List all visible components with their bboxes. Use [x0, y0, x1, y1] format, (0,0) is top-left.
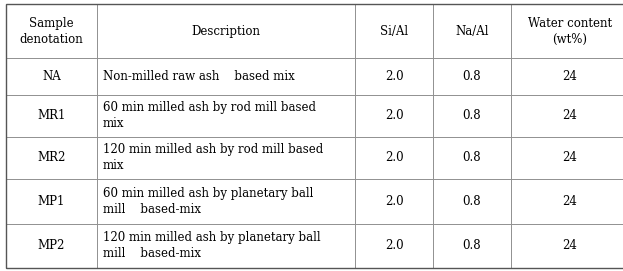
- Bar: [433, 137, 511, 179]
- Text: 24: 24: [563, 70, 578, 83]
- Bar: [6, 95, 97, 137]
- Text: Water content
(wt%): Water content (wt%): [528, 17, 612, 46]
- Bar: [6, 224, 97, 268]
- Text: 2.0: 2.0: [385, 195, 403, 208]
- Bar: [511, 58, 623, 95]
- Text: 24: 24: [563, 151, 578, 164]
- Bar: [97, 4, 355, 58]
- Bar: [355, 179, 433, 224]
- Bar: [355, 58, 433, 95]
- Text: 2.0: 2.0: [385, 70, 403, 83]
- Text: 24: 24: [563, 109, 578, 122]
- Text: MR2: MR2: [37, 151, 65, 164]
- Bar: [511, 137, 623, 179]
- Text: 120 min milled ash by rod mill based
mix: 120 min milled ash by rod mill based mix: [103, 143, 323, 172]
- Bar: [433, 224, 511, 268]
- Bar: [355, 137, 433, 179]
- Bar: [433, 4, 511, 58]
- Text: NA: NA: [42, 70, 61, 83]
- Text: 0.8: 0.8: [463, 195, 481, 208]
- Bar: [97, 179, 355, 224]
- Text: Si/Al: Si/Al: [380, 25, 408, 38]
- Text: Na/Al: Na/Al: [455, 25, 488, 38]
- Text: 0.8: 0.8: [463, 70, 481, 83]
- Bar: [6, 137, 97, 179]
- Bar: [433, 58, 511, 95]
- Text: MP1: MP1: [38, 195, 65, 208]
- Text: 0.8: 0.8: [463, 240, 481, 252]
- Bar: [511, 4, 623, 58]
- Text: MR1: MR1: [37, 109, 65, 122]
- Text: 0.8: 0.8: [463, 109, 481, 122]
- Text: 24: 24: [563, 240, 578, 252]
- Text: 60 min milled ash by planetary ball
mill    based-mix: 60 min milled ash by planetary ball mill…: [103, 187, 313, 216]
- Bar: [355, 95, 433, 137]
- Text: 2.0: 2.0: [385, 109, 403, 122]
- Bar: [433, 95, 511, 137]
- Text: 0.8: 0.8: [463, 151, 481, 164]
- Bar: [433, 179, 511, 224]
- Text: Sample
denotation: Sample denotation: [19, 17, 83, 46]
- Text: 2.0: 2.0: [385, 151, 403, 164]
- Bar: [355, 224, 433, 268]
- Bar: [97, 95, 355, 137]
- Text: 120 min milled ash by planetary ball
mill    based-mix: 120 min milled ash by planetary ball mil…: [103, 231, 320, 260]
- Bar: [511, 95, 623, 137]
- Text: 60 min milled ash by rod mill based
mix: 60 min milled ash by rod mill based mix: [103, 101, 316, 130]
- Bar: [6, 4, 97, 58]
- Text: Non-milled raw ash    based mix: Non-milled raw ash based mix: [103, 70, 295, 83]
- Bar: [511, 179, 623, 224]
- Bar: [355, 4, 433, 58]
- Text: 24: 24: [563, 195, 578, 208]
- Bar: [97, 137, 355, 179]
- Text: 2.0: 2.0: [385, 240, 403, 252]
- Text: MP2: MP2: [38, 240, 65, 252]
- Bar: [6, 58, 97, 95]
- Bar: [97, 224, 355, 268]
- Bar: [6, 179, 97, 224]
- Text: Description: Description: [191, 25, 260, 38]
- Bar: [97, 58, 355, 95]
- Bar: [511, 224, 623, 268]
